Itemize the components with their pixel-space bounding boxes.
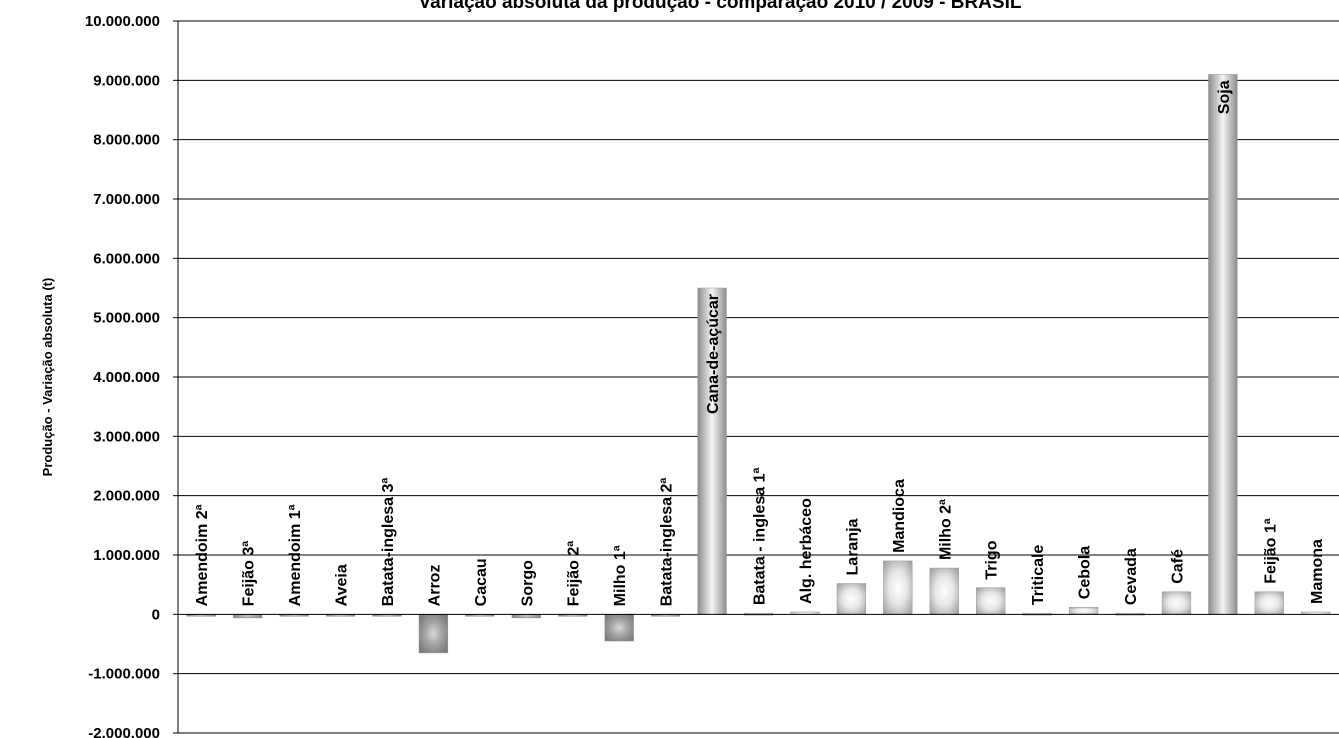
bar-labels: Amendoim 2ª Feijão 3ª Amendoim 1ª Aveia Bata… <box>194 80 1326 606</box>
bar-label: Batata - inglesa 1ª <box>752 468 769 606</box>
bar <box>929 567 959 615</box>
bar-label: Cevada <box>1123 548 1140 605</box>
bar-label: Cana-de-açúcar <box>705 294 722 414</box>
bar <box>604 614 634 642</box>
bar-label: Milho 1ª <box>612 545 629 606</box>
bar-label: Batata-inglesa 2ª <box>659 478 676 607</box>
bar-label: Batata-inglesa 3ª <box>380 478 397 607</box>
bar <box>1254 591 1284 615</box>
bar-label: Amendoim 2ª <box>194 504 211 606</box>
y-tick-label: -2.000.000 <box>88 725 160 738</box>
y-tick-label: 2.000.000 <box>93 488 160 505</box>
bar <box>1208 74 1238 615</box>
y-tick-label: 8.000.000 <box>93 132 160 149</box>
bar-label: Sorgo <box>519 560 536 606</box>
y-tick-label: 0 <box>152 606 160 623</box>
bar <box>233 614 263 619</box>
bar <box>418 614 449 654</box>
bar-label: Mandioca <box>891 479 908 553</box>
bar-label: Triticale <box>1030 545 1047 606</box>
bar-label: Alg. herbáceo <box>798 498 815 604</box>
y-tick-label: 7.000.000 <box>93 191 160 208</box>
bar-label: Cebola <box>1077 546 1094 599</box>
bar-label: Trigo <box>984 540 1001 579</box>
bar-label: Soja <box>1216 80 1233 114</box>
bar <box>976 587 1006 615</box>
bar-label: Aveia <box>334 564 351 606</box>
bar <box>511 614 541 619</box>
y-tick-label: 10.000.000 <box>85 13 160 30</box>
bar <box>1068 606 1099 615</box>
y-tick-label: 4.000.000 <box>93 369 160 386</box>
bars <box>186 74 1331 654</box>
bar-label: Café <box>1169 549 1186 584</box>
y-tick-label: 3.000.000 <box>93 428 160 445</box>
bar-label: Mamona <box>1309 539 1326 604</box>
y-tick-label: 5.000.000 <box>93 310 160 327</box>
bar-label: Feijão 2ª <box>566 541 583 607</box>
bar-label: Cacau <box>473 558 490 606</box>
bar-label: Feijão 1ª <box>1262 518 1279 584</box>
bar-label: Amendoim 1ª <box>287 504 304 606</box>
bar-label: Feijão 3ª <box>241 541 258 607</box>
bar-label: Milho 2ª <box>937 499 954 560</box>
bar-label: Laranja <box>844 518 861 575</box>
y-tick-label: -1.000.000 <box>88 666 160 683</box>
y-axis-label: Produção - Variação absoluta (t) <box>40 278 55 477</box>
bar <box>1161 591 1192 615</box>
grid-lines <box>178 20 1339 734</box>
chart-title: Variação absoluta da produção - comparaç… <box>419 0 1022 13</box>
bar <box>883 560 913 615</box>
y-tick-label: 9.000.000 <box>93 72 160 89</box>
bar <box>697 287 727 615</box>
y-tick-label: 6.000.000 <box>93 250 160 267</box>
bar <box>836 583 867 615</box>
y-tick-label: 1.000.000 <box>93 547 160 564</box>
y-axis-ticks: 10.000.000 9.000.000 8.000.000 7.000.000 6.0… <box>85 13 178 738</box>
bar-label: Arroz <box>426 565 443 607</box>
